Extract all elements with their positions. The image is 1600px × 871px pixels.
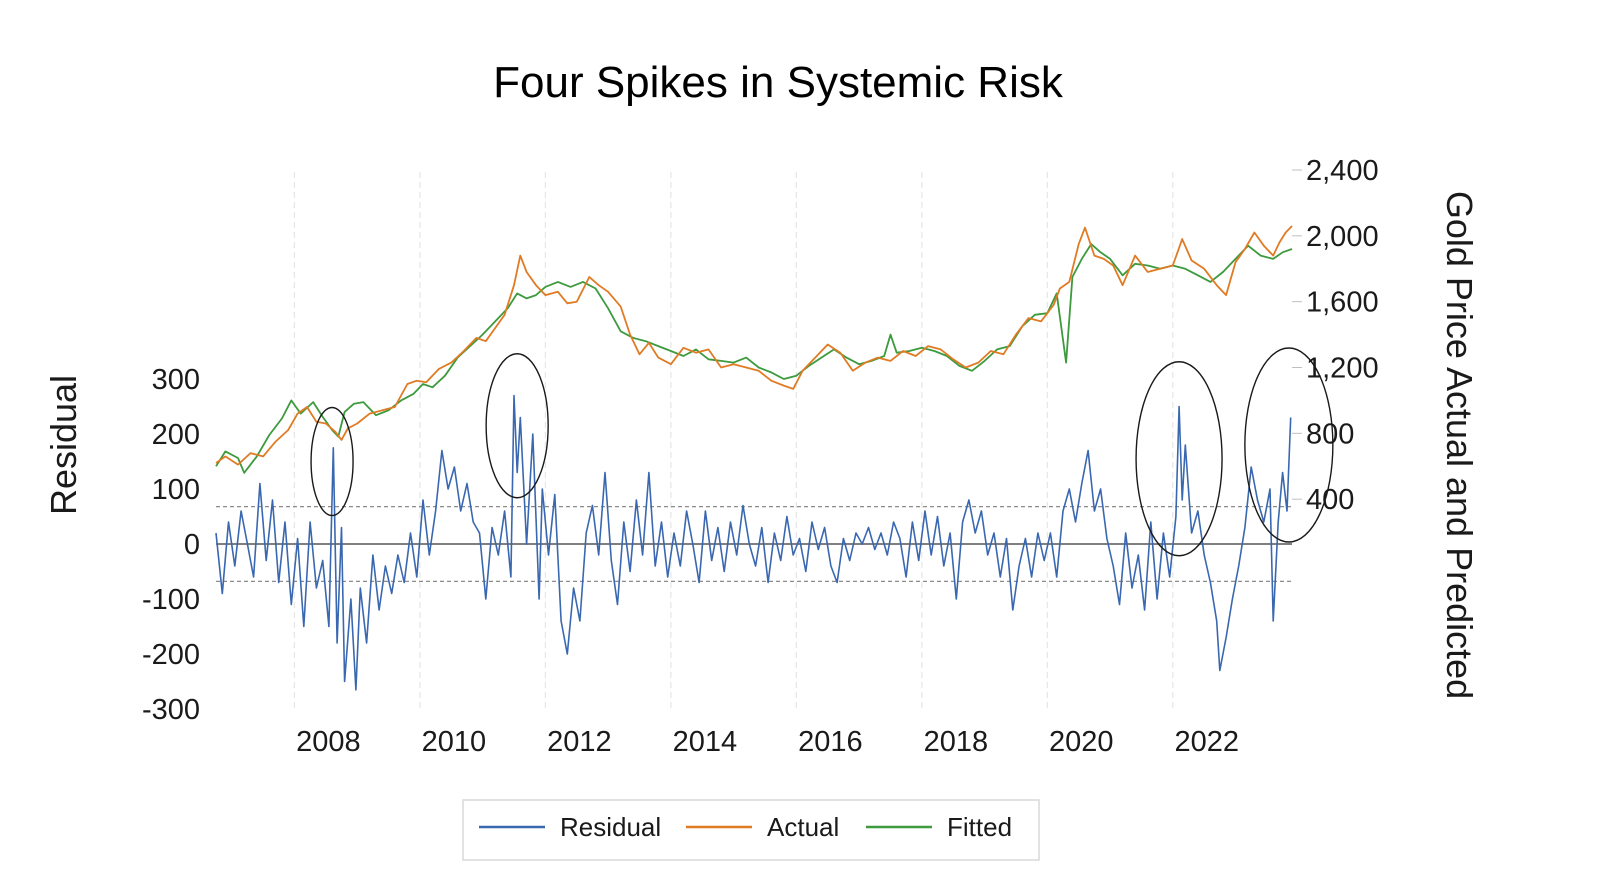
- spike-ellipse: [1244, 347, 1334, 543]
- right-tick-label: 2,400: [1306, 155, 1379, 187]
- legend-label-residual: Residual: [560, 812, 661, 842]
- spike-annotations: [310, 347, 1334, 557]
- x-tick-label: 2022: [1175, 726, 1240, 758]
- series-line-residual: [215, 394, 1292, 691]
- series-line-actual: [215, 225, 1293, 466]
- x-tick-label: 2012: [547, 726, 612, 758]
- x-tick-label: 2018: [924, 726, 989, 758]
- left-tick-label: -300: [142, 694, 200, 726]
- left-tick-label: 0: [184, 529, 200, 561]
- left-tick-label: -200: [142, 639, 200, 671]
- chart-title: Four Spikes in Systemic Risk: [493, 58, 1064, 107]
- right-tick-label: 2,000: [1306, 221, 1379, 253]
- legend: Residual Actual Fitted: [462, 799, 1040, 861]
- left-tick-label: 200: [152, 419, 200, 451]
- left-tick-label: 300: [152, 364, 200, 396]
- series-line-fitted: [215, 243, 1293, 474]
- x-tick-label: 2016: [798, 726, 863, 758]
- x-axis-ticks: 2008 2010 2012 2014 2016 2018 2020 2022: [296, 726, 1239, 758]
- right-axis-ticks: 2,400 2,000 1,600 1,200 800 400: [1292, 155, 1379, 516]
- right-axis-label: Gold Price Actual and Predicted: [1439, 191, 1480, 699]
- x-tick-label: 2020: [1049, 726, 1114, 758]
- right-tick-label: 800: [1306, 418, 1354, 450]
- left-axis-ticks: 300 200 100 0 -100 -200 -300: [142, 364, 200, 726]
- left-axis-label: Residual: [43, 375, 84, 515]
- legend-label-fitted: Fitted: [947, 812, 1012, 842]
- right-tick-label: 1,600: [1306, 287, 1379, 319]
- reference-lines: [216, 505, 1292, 583]
- left-tick-label: 100: [152, 474, 200, 506]
- x-tick-label: 2008: [296, 726, 361, 758]
- x-tick-label: 2014: [673, 726, 738, 758]
- spike-ellipse: [310, 406, 354, 517]
- legend-box: [462, 799, 1040, 861]
- legend-label-actual: Actual: [767, 812, 839, 842]
- spike-ellipse: [485, 353, 549, 499]
- right-tick-label: 400: [1306, 484, 1354, 516]
- left-tick-label: -100: [142, 584, 200, 616]
- right-tick-label: 1,200: [1306, 353, 1379, 385]
- spike-ellipse: [1135, 361, 1223, 557]
- x-tick-label: 2010: [422, 726, 487, 758]
- x-gridlines: [293, 172, 1174, 712]
- series-lines: [215, 225, 1293, 691]
